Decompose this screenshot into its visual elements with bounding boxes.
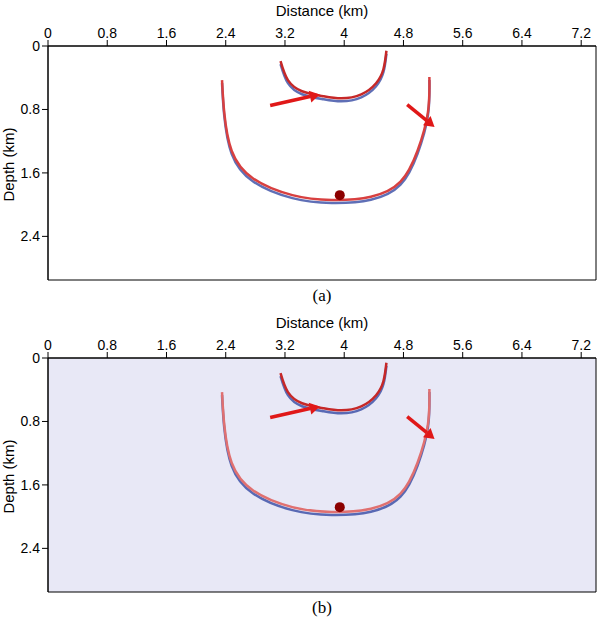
html-text:Distance (km): Distance (km) <box>275 2 369 19</box>
svg-text:7.2: 7.2 <box>571 337 591 353</box>
svg-text:0: 0 <box>44 25 52 41</box>
svg-text:0.8: 0.8 <box>21 413 41 429</box>
svg-text:5.6: 5.6 <box>453 25 473 41</box>
svg-text:0.8: 0.8 <box>21 101 41 117</box>
svg-text:0.8: 0.8 <box>98 337 118 353</box>
svg-text:4: 4 <box>340 337 348 353</box>
svg-text:2.4: 2.4 <box>216 337 236 353</box>
html-text:(b): (b) <box>312 598 332 617</box>
svg-text:7.2: 7.2 <box>571 25 591 41</box>
svg-text:1.6: 1.6 <box>157 337 177 353</box>
svg-text:4.8: 4.8 <box>394 337 414 353</box>
svg-text:1.6: 1.6 <box>21 477 41 493</box>
html-text:Distance (km): Distance (km) <box>275 314 369 331</box>
svg-text:0.8: 0.8 <box>98 25 118 41</box>
svg-text:3.2: 3.2 <box>275 337 295 353</box>
svg-text:4: 4 <box>340 25 348 41</box>
svg-text:1.6: 1.6 <box>157 25 177 41</box>
svg-text:2.4: 2.4 <box>21 228 41 244</box>
svg-text:0: 0 <box>32 38 40 54</box>
html-text:(a): (a) <box>312 286 332 305</box>
svg-text:0: 0 <box>32 350 40 366</box>
html-text:Depth (km): Depth (km) <box>0 127 17 202</box>
svg-text:2.4: 2.4 <box>21 540 41 556</box>
svg-text:0: 0 <box>44 337 52 353</box>
html-text:Depth (km): Depth (km) <box>0 439 17 514</box>
svg-text:2.4: 2.4 <box>216 25 236 41</box>
svg-text:1.6: 1.6 <box>21 165 41 181</box>
svg-text:6.4: 6.4 <box>512 337 532 353</box>
svg-text:4.8: 4.8 <box>394 25 414 41</box>
svg-text:6.4: 6.4 <box>512 25 532 41</box>
svg-text:3.2: 3.2 <box>275 25 295 41</box>
svg-text:5.6: 5.6 <box>453 337 473 353</box>
